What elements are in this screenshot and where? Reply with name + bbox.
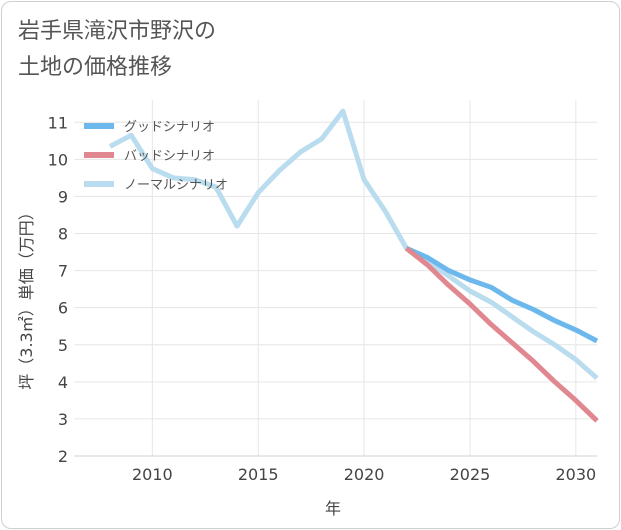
x-tick-label: 2010 xyxy=(132,465,173,484)
y-tick-label: 6 xyxy=(58,299,68,318)
x-tick-label: 2020 xyxy=(344,465,385,484)
y-axis-tick-labels: 2 3 4 5 6 7 8 9 10 11 xyxy=(48,113,68,466)
y-tick-label: 8 xyxy=(58,225,68,244)
series-line-good xyxy=(405,246,599,344)
series-line-normal xyxy=(108,108,599,380)
y-tick-label: 5 xyxy=(58,336,68,355)
y-tick-label: 2 xyxy=(58,447,68,466)
chart-title: 岩手県滝沢市野沢の 土地の価格推移 xyxy=(18,14,338,86)
y-tick-label: 10 xyxy=(48,150,68,169)
legend-label-bad: バッドシナリオ xyxy=(124,149,215,164)
series-lines xyxy=(108,108,599,423)
y-tick-label: 11 xyxy=(48,113,68,132)
x-axis-title: 年 xyxy=(325,499,341,518)
chart-title-line1: 岩手県滝沢市野沢の xyxy=(18,19,217,44)
y-tick-label: 4 xyxy=(58,373,68,392)
y-tick-label: 9 xyxy=(58,187,68,206)
legend-label-good: グッドシナリオ xyxy=(124,120,215,135)
y-axis-title: 坪（3.3㎡）単価（万円） xyxy=(17,204,36,389)
chart-title-line2: 土地の価格推移 xyxy=(18,55,173,80)
legend-label-normal: ノーマルシナリオ xyxy=(124,178,228,193)
x-axis-tick-labels: 2010 2015 2020 2025 2030 xyxy=(132,465,596,484)
x-tick-label: 2015 xyxy=(238,465,279,484)
x-tick-label: 2030 xyxy=(555,465,596,484)
grid-lines xyxy=(74,100,597,457)
series-line-bad xyxy=(404,246,599,423)
y-tick-label: 7 xyxy=(58,262,68,281)
y-tick-label: 3 xyxy=(58,410,68,429)
x-tick-label: 2025 xyxy=(450,465,491,484)
